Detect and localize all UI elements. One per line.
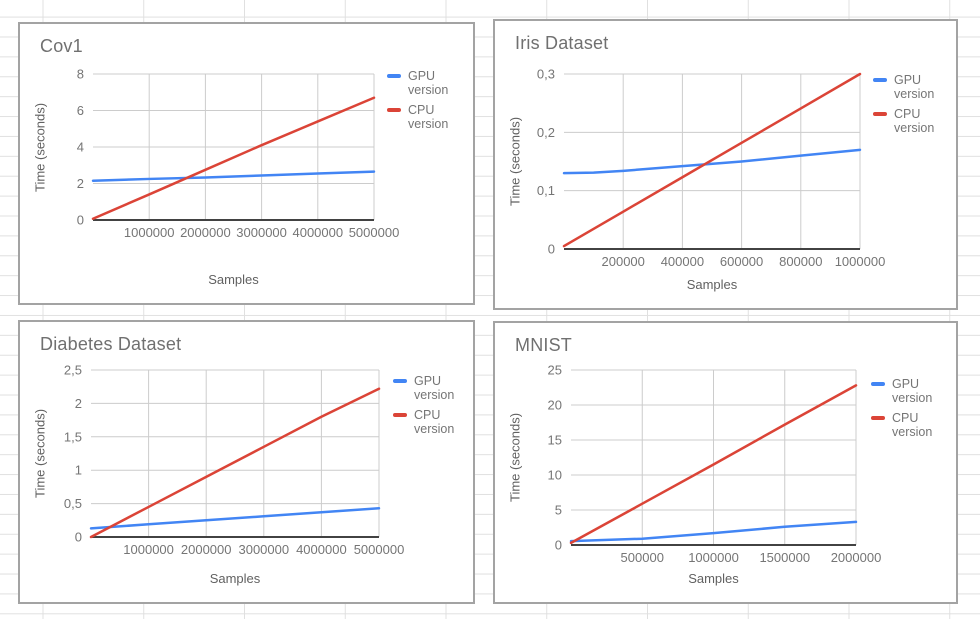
- y-tick-label: 0,5: [64, 496, 82, 511]
- x-axis-title: Samples: [209, 571, 261, 586]
- x-tick-label: 1000000: [124, 225, 175, 240]
- chart-plot-area: 1000000 2000000 3000000 4000000 5000000 0 2 4 6 8: [77, 67, 400, 241]
- chart-title: Diabetes Dataset: [40, 334, 182, 354]
- series-line-gpu: [91, 170, 376, 183]
- series-line-cpu: [562, 72, 862, 248]
- y-tick-label: 0: [77, 213, 84, 228]
- chart-plot-area: 500000 1000000 1500000 2000000 0 5 10 15 20 25: [548, 363, 882, 566]
- y-axis-title: Time (seconds): [32, 408, 48, 499]
- legend-label-cpu: CPU version: [408, 103, 449, 131]
- x-tick-label: 1500000: [759, 550, 810, 565]
- legend: GPU version CPU version: [387, 69, 462, 137]
- gpu-series-swatch: [387, 74, 401, 78]
- legend: GPU version CPU version: [393, 374, 468, 442]
- series-line-gpu: [562, 148, 862, 175]
- y-axis-title: Time (seconds): [32, 102, 48, 192]
- x-tick-label: 600000: [720, 254, 763, 269]
- x-tick-label: 500000: [621, 550, 664, 565]
- legend-item-cpu: CPU version: [871, 411, 946, 439]
- legend-label-cpu: CPU version: [892, 411, 933, 439]
- y-axis-title: Time (seconds): [507, 412, 523, 503]
- series-line-cpu: [91, 96, 376, 220]
- cpu-series-swatch: [387, 108, 401, 112]
- x-tick-label: 5000000: [354, 542, 405, 557]
- y-tick-label: 8: [77, 67, 84, 82]
- cpu-series-swatch: [871, 416, 885, 420]
- y-tick-label: 25: [548, 363, 562, 378]
- x-tick-label: 2000000: [181, 542, 232, 557]
- legend: GPU version CPU version: [873, 73, 948, 141]
- legend-item-gpu: GPU version: [387, 69, 462, 97]
- y-tick-label: 2,5: [64, 363, 82, 378]
- x-axis-title: Samples: [686, 277, 738, 292]
- y-tick-label: 0,2: [537, 125, 555, 140]
- y-tick-label: 6: [77, 103, 84, 118]
- x-tick-label: 4000000: [296, 542, 347, 557]
- x-tick-label: 3000000: [238, 542, 289, 557]
- x-tick-label: 2000000: [831, 550, 882, 565]
- x-tick-label: 200000: [602, 254, 645, 269]
- legend-item-cpu: CPU version: [387, 103, 462, 131]
- x-axis-title: Samples: [208, 272, 259, 287]
- y-tick-label: 0: [75, 530, 82, 545]
- legend-item-gpu: GPU version: [873, 73, 948, 101]
- legend-item-gpu: GPU version: [871, 377, 946, 405]
- x-tick-label: 400000: [661, 254, 704, 269]
- legend-label-gpu: GPU version: [414, 374, 455, 402]
- legend-label-gpu: GPU version: [892, 377, 933, 405]
- gpu-series-swatch: [393, 379, 407, 383]
- y-tick-label: 1: [75, 463, 82, 478]
- y-tick-label: 4: [77, 140, 84, 155]
- legend-item-cpu: CPU version: [393, 408, 468, 436]
- y-axis-title: Time (seconds): [507, 116, 523, 207]
- gpu-series-swatch: [871, 382, 885, 386]
- x-tick-label: 3000000: [236, 225, 287, 240]
- chart-title: Iris Dataset: [515, 33, 609, 53]
- y-tick-label: 1,5: [64, 429, 82, 444]
- y-tick-label: 0: [555, 538, 562, 553]
- x-tick-label: 1000000: [688, 550, 739, 565]
- legend-item-cpu: CPU version: [873, 107, 948, 135]
- y-tick-label: 0,1: [537, 183, 555, 198]
- cpu-series-swatch: [873, 112, 887, 116]
- x-tick-label: 1000000: [123, 542, 174, 557]
- y-tick-label: 5: [555, 503, 562, 518]
- x-tick-label: 4000000: [292, 225, 343, 240]
- chart-card-iris[interactable]: Iris Dataset 200000 400000 600000 800000 100…: [493, 19, 958, 310]
- y-tick-label: 20: [548, 398, 562, 413]
- legend: GPU version CPU version: [871, 377, 946, 445]
- chart-card-cov1[interactable]: Cov1 1000000 2000000 3000000 4000000 5000000…: [18, 22, 475, 305]
- x-tick-label: 1000000: [835, 254, 886, 269]
- chart-title: MNIST: [515, 335, 572, 355]
- y-tick-label: 0,3: [537, 67, 555, 82]
- series-line-gpu: [569, 520, 858, 543]
- legend-label-gpu: GPU version: [894, 73, 935, 101]
- y-tick-label: 2: [75, 396, 82, 411]
- x-axis-title: Samples: [688, 571, 739, 586]
- legend-label-cpu: CPU version: [894, 107, 935, 135]
- y-tick-label: 15: [548, 433, 562, 448]
- legend-label-cpu: CPU version: [414, 408, 455, 436]
- x-tick-label: 800000: [779, 254, 822, 269]
- x-tick-label: 2000000: [180, 225, 231, 240]
- series-line-cpu: [89, 387, 381, 539]
- chart-card-mnist[interactable]: MNIST 500000 1000000 1500000 2000000 0 5 10 15 2…: [493, 321, 958, 604]
- chart-card-diabetes[interactable]: Diabetes Dataset 1000000 2000000 3000000 40…: [18, 320, 475, 604]
- legend-item-gpu: GPU version: [393, 374, 468, 402]
- chart-title: Cov1: [40, 36, 83, 56]
- series-line-gpu: [89, 507, 381, 530]
- y-tick-label: 0: [548, 242, 555, 257]
- y-tick-label: 10: [548, 468, 562, 483]
- y-tick-label: 2: [77, 176, 84, 191]
- chart-plot-area: 1000000 2000000 3000000 4000000 5000000 0 0,5 1…: [64, 363, 405, 558]
- cpu-series-swatch: [393, 413, 407, 417]
- legend-label-gpu: GPU version: [408, 69, 449, 97]
- chart-plot-area: 200000 400000 600000 800000 1000000 0 0,1 0,2 0,…: [537, 67, 886, 270]
- x-tick-label: 5000000: [349, 225, 400, 240]
- series-line-cpu: [569, 384, 858, 545]
- gpu-series-swatch: [873, 78, 887, 82]
